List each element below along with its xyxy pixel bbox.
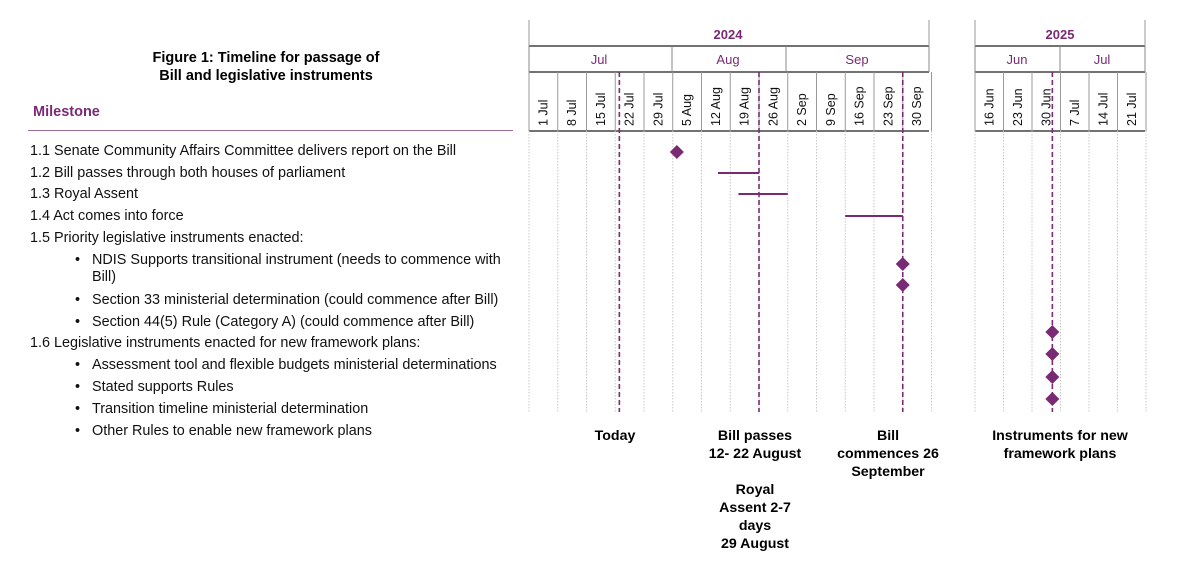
row-label-1-6: 1.6 Legislative instruments enacted for … (30, 335, 421, 351)
caption-instruments-line-2: framework plans (1003, 446, 1117, 462)
figure-title: Figure 1: Timeline for passage of Bill a… (120, 49, 412, 85)
week-2024-week-label: 15 Jul (594, 93, 608, 126)
week-2024-week-label: 9 Sep (824, 93, 838, 126)
year-label-2024: 2024 (714, 27, 744, 42)
milestone-diamond-row-11 (1045, 392, 1060, 406)
caption-bill-passes-line-1: Bill passes (717, 428, 793, 444)
milestone-diamond-row-10 (1045, 370, 1060, 384)
caption-bill-commences: Bill commences 26 September (823, 427, 953, 481)
timeline-items (669, 145, 1060, 406)
caption-today-line: Today (594, 428, 636, 444)
caption-instruments: Instruments for new framework plans (975, 427, 1145, 463)
milestone-column-header: Milestone (33, 104, 100, 120)
row-label-assessment-tool: Assessment tool and flexible budgets min… (75, 358, 497, 374)
week-2024-week-label: 19 Aug (738, 87, 752, 126)
milestone-diamond-row-5 (895, 257, 910, 271)
week-2024-week-label: 30 Sep (910, 86, 924, 126)
row-label-1-2: 1.2 Bill passes through both houses of p… (30, 165, 346, 181)
caption-royal-assent-line-2: Assent 2-7 (719, 500, 791, 516)
week-2024-week-label: 5 Aug (680, 94, 694, 126)
week-2024-week-label: 2 Sep (795, 93, 809, 126)
caption-bill-passes: Bill passes 12- 22 August Royal Assent 2… (690, 427, 820, 553)
caption-bill-commences-line-2: commences 26 (837, 446, 939, 462)
week-labels: 1 Jul 8 Jul 15 Jul 22 Jul 29 Jul 5 Aug 12 Aug 1… (536, 86, 1138, 126)
milestone-diamond-row-7 (1045, 325, 1060, 339)
row-label-other-rules: Other Rules to enable new framework plan… (75, 424, 372, 440)
caption-instruments-line-1: Instruments for new (992, 428, 1128, 444)
caption-bill-commences-line-3: September (851, 464, 925, 480)
row-label-1-3: 1.3 Royal Assent (30, 186, 138, 202)
month-label-jun-2025: Jun (1007, 52, 1028, 67)
row-label-stated-supports: Stated supports Rules (75, 380, 234, 396)
row-label-ndis-supports: NDIS Supports transitional instrument (n… (75, 252, 501, 285)
row-label-1-1: 1.1 Senate Community Affairs Committee d… (30, 143, 457, 159)
row-label-1-4: 1.4 Act comes into force (30, 208, 184, 224)
milestone-diamond-row-9 (1045, 347, 1060, 361)
milestone-diamond-row-0 (669, 145, 684, 159)
week-2024-week-label: 1 Jul (536, 100, 550, 126)
caption-today: Today (575, 427, 655, 445)
timeline-grid (528, 20, 1147, 412)
week-2025-week-label: 14 Jul (1096, 93, 1110, 126)
row-label-section-33: Section 33 ministerial determination (co… (75, 293, 498, 309)
caption-bill-passes-spacer (690, 463, 820, 481)
week-2025-week-label: 30 Jun (1039, 88, 1053, 126)
caption-bill-passes-line-2: 12- 22 August (708, 446, 802, 462)
month-label-aug-2024: Aug (716, 52, 739, 67)
week-2025-week-label: 23 Jun (1011, 88, 1025, 126)
caption-bill-commences-line-1: Bill (876, 428, 900, 444)
milestone-header-rule (28, 130, 513, 131)
week-2024-week-label: 12 Aug (709, 87, 723, 126)
week-2024-week-label: 29 Jul (651, 93, 665, 126)
figure-title-line-1: Figure 1: Timeline for passage of (152, 50, 380, 66)
month-label-jul-2025: Jul (1094, 52, 1111, 67)
row-label-ndis-supports-line-2: Bill) (92, 269, 116, 285)
week-2025-week-label: 21 Jul (1125, 93, 1139, 126)
month-label-jul-2024: Jul (591, 52, 608, 67)
milestone-diamond-row-6 (895, 278, 910, 292)
month-label-sep-2024: Sep (845, 52, 868, 67)
row-label-section-44-5: Section 44(5) Rule (Category A) (could c… (75, 315, 474, 331)
caption-royal-assent-line-1: Royal (735, 482, 775, 498)
week-2025-week-label: 7 Jul (1068, 100, 1082, 126)
week-2025-week-label: 16 Jun (982, 88, 996, 126)
week-2024-week-label: 16 Sep (853, 86, 867, 126)
row-label-transition-timeline: Transition timeline ministerial determin… (75, 402, 368, 418)
figure-title-line-2: Bill and legislative instruments (159, 68, 373, 84)
week-2024-week-label: 22 Jul (623, 93, 637, 126)
week-2024-week-label: 23 Sep (881, 86, 895, 126)
caption-royal-assent-line-4: 29 August (720, 536, 790, 552)
year-label-2025: 2025 (1046, 27, 1075, 42)
caption-royal-assent-line-3: days (738, 518, 772, 534)
row-label-ndis-supports-line-1: NDIS Supports transitional instrument (n… (92, 252, 501, 268)
row-label-1-5: 1.5 Priority legislative instruments ena… (30, 230, 304, 246)
week-2024-week-label: 8 Jul (565, 100, 579, 126)
week-2024-week-label: 26 Aug (766, 87, 780, 126)
